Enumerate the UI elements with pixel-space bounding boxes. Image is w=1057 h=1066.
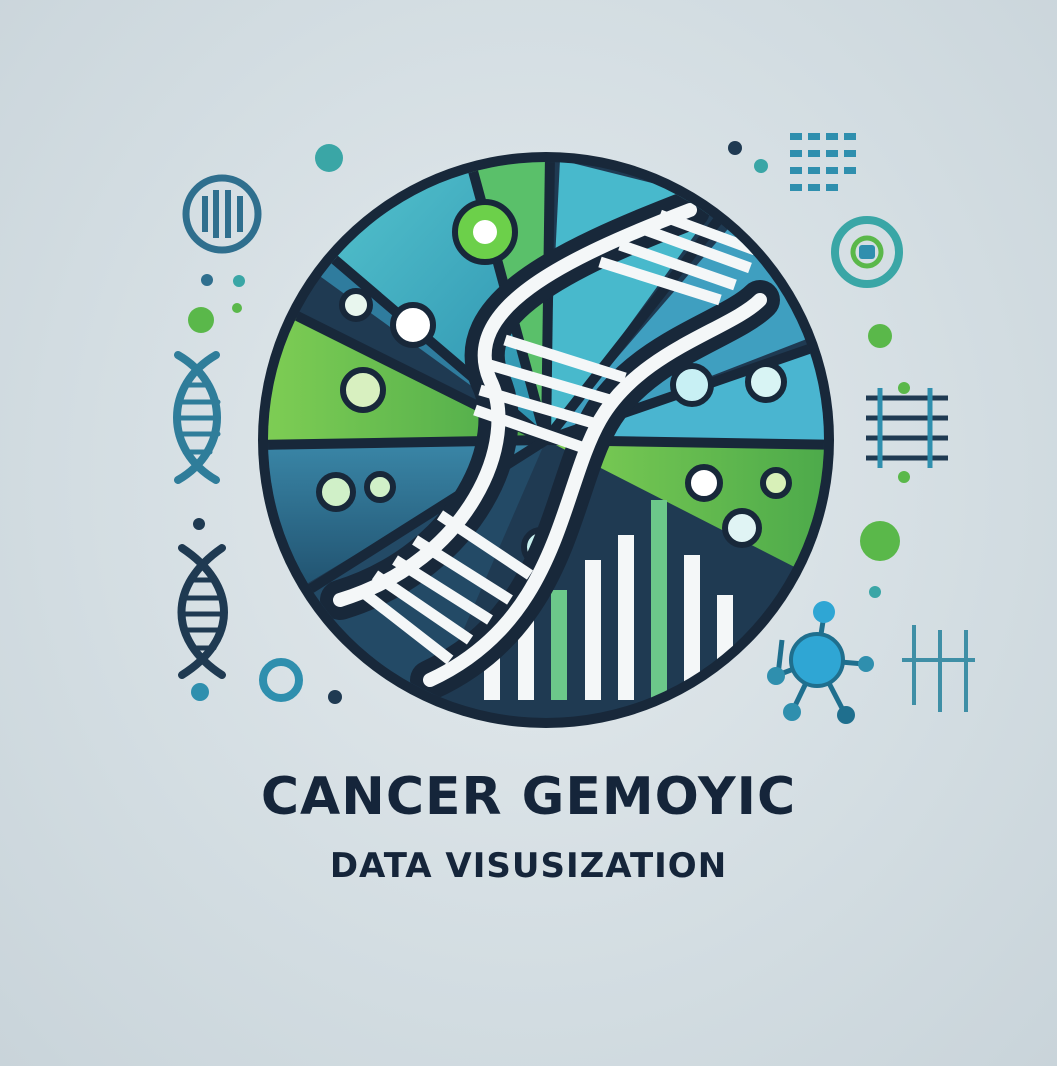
dot-icon [188,307,214,333]
dot-icon [201,274,213,286]
dot-icon [315,144,343,172]
emblem-circle [258,152,834,728]
dna-helix-icon [177,544,228,679]
data-nodes [316,199,792,567]
ring-icon [831,216,903,288]
dot-icon [191,683,209,701]
dot-icon [754,159,768,173]
data-grid-icon [902,625,975,712]
dot-icon [233,275,245,287]
molecule-icon [767,601,874,724]
data-grid-icon [790,133,856,191]
logo-title: CANCER GEMOYIC [260,767,797,827]
dot-icon [193,518,205,530]
dot-icon [728,141,742,155]
logo-subtitle: DATA VISUSIZATION [329,846,728,886]
ring-icon [259,658,303,702]
dna-badge-icon [182,174,262,254]
dot-icon [868,324,892,348]
dot-icon [898,382,910,394]
dot-icon [898,471,910,483]
dot-icon [860,521,900,561]
dot-icon [869,586,881,598]
dot-icon [232,303,242,313]
data-grid-icon [866,388,948,468]
dna-helix-icon [320,190,780,700]
dot-icon [328,690,342,704]
dna-helix-icon [173,351,221,484]
